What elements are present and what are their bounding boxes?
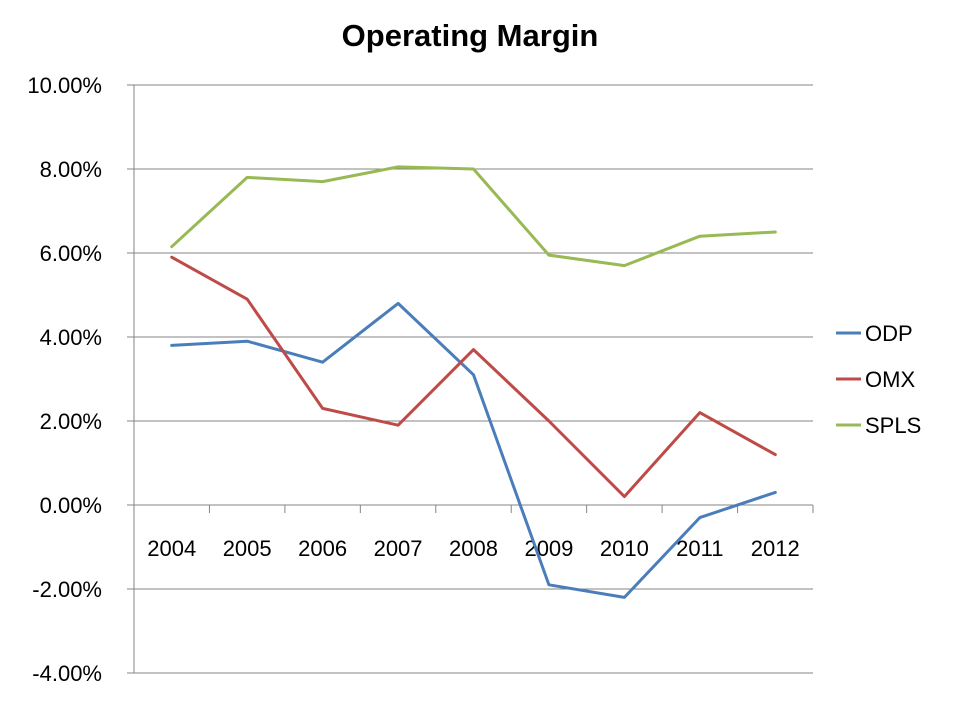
gridlines bbox=[127, 84, 813, 674]
axes: -4.00% -2.00% 0.00% 2.00% 4.00% 6.00% 8.00% 10.… bbox=[27, 73, 814, 686]
legend-label-omx: OMX bbox=[865, 367, 915, 392]
y-tick-label: 4.00% bbox=[40, 325, 102, 350]
y-tick-label: 2.00% bbox=[40, 409, 102, 434]
x-tick-label: 2011 bbox=[676, 536, 723, 561]
x-tick-label: 2005 bbox=[223, 536, 272, 561]
y-tick-label: 10.00% bbox=[27, 73, 102, 98]
legend-label-spls: SPLS bbox=[865, 413, 921, 438]
x-tick-label: 2010 bbox=[600, 536, 649, 561]
x-tick-label: 2007 bbox=[374, 536, 423, 561]
series-line-spls bbox=[170, 165, 777, 268]
chart-title: Operating Margin bbox=[342, 18, 599, 53]
y-tick-label: 0.00% bbox=[40, 493, 102, 518]
x-tick-label: 2006 bbox=[298, 536, 347, 561]
x-tick-label: 2012 bbox=[751, 536, 800, 561]
series-lines bbox=[170, 165, 777, 599]
y-tick-label: 8.00% bbox=[40, 157, 102, 182]
series-line-omx bbox=[170, 255, 777, 499]
y-tick-label: -4.00% bbox=[32, 661, 102, 686]
legend: ODP OMX SPLS bbox=[836, 321, 921, 438]
legend-label-odp: ODP bbox=[865, 321, 913, 346]
y-tick-label: -2.00% bbox=[32, 577, 102, 602]
series-line-odp bbox=[170, 301, 777, 599]
x-tick-label: 2008 bbox=[449, 536, 498, 561]
y-tick-label: 6.00% bbox=[40, 241, 102, 266]
x-tick-label: 2004 bbox=[147, 536, 196, 561]
